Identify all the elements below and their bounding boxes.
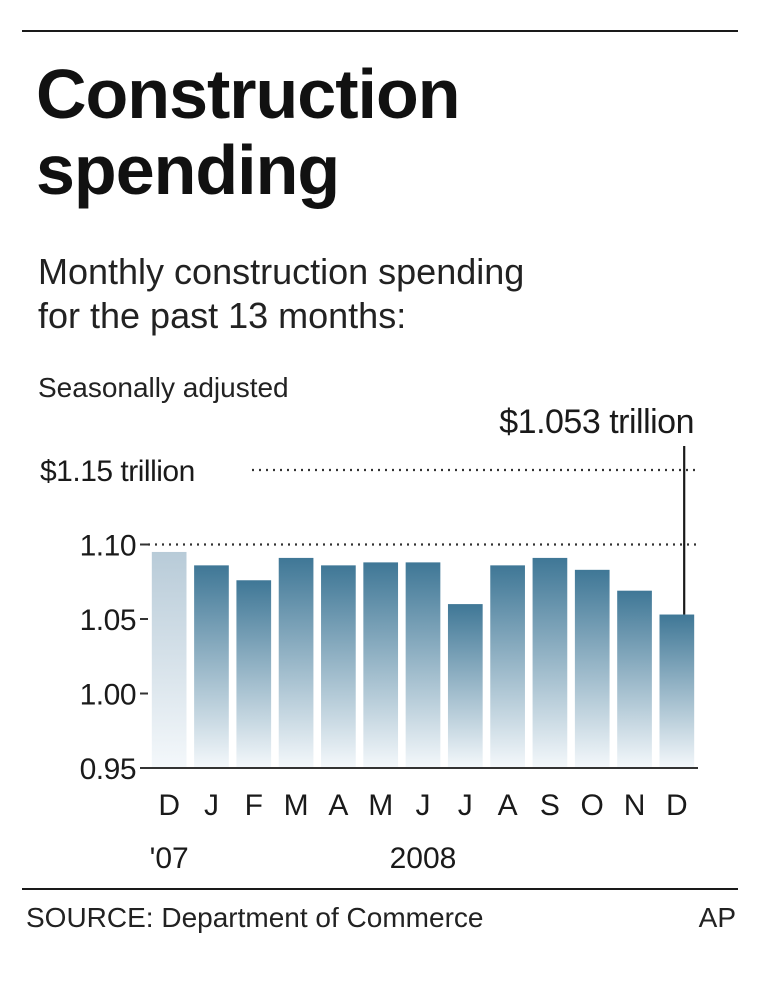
bar <box>236 580 272 768</box>
x-tick-label: A <box>498 789 518 822</box>
chart-subtitle: Monthly construction spending for the pa… <box>38 250 728 338</box>
bar <box>490 565 525 768</box>
top-rule <box>22 30 738 32</box>
bar <box>363 562 399 768</box>
bar <box>321 565 356 768</box>
bar <box>659 614 695 768</box>
bar <box>278 557 314 768</box>
bar <box>405 562 441 768</box>
x-tick-label: J <box>204 789 219 822</box>
source-note: SOURCE: Department of Commerce <box>26 902 484 933</box>
x-tick-label: N <box>624 789 646 822</box>
year-label: '07 <box>150 842 189 875</box>
y-tick-label: 1.00 <box>80 679 136 712</box>
credit-label: AP <box>698 902 736 933</box>
x-tick-label: S <box>540 789 560 822</box>
subtitle-line-2: for the past 13 months: <box>38 295 407 336</box>
bar <box>574 569 610 768</box>
y-tick-label: $1.15 trillion <box>40 455 195 488</box>
x-tick-label: D <box>666 789 688 822</box>
title-line-1: Construction <box>36 55 461 133</box>
title-line-2: spending <box>36 131 340 209</box>
chart-title: Construction spending <box>36 56 716 208</box>
annotation-label: $1.053 trillion <box>499 403 694 441</box>
x-tick-label: M <box>284 789 309 822</box>
x-tick-label: J <box>416 789 431 822</box>
x-tick-label: M <box>368 789 393 822</box>
x-tick-label: O <box>581 789 604 822</box>
bar <box>532 557 568 768</box>
x-tick-label: D <box>158 789 180 822</box>
bar <box>447 604 483 768</box>
x-tick-label: A <box>328 789 348 822</box>
bar <box>151 551 187 768</box>
subtitle-line-1: Monthly construction spending <box>38 251 525 292</box>
y-tick-label: 1.05 <box>80 604 136 637</box>
year-label: 2008 <box>390 842 457 875</box>
x-tick-label: J <box>458 789 473 822</box>
y-tick-label: 1.10 <box>80 530 136 563</box>
bar <box>194 565 229 768</box>
bar <box>617 590 652 768</box>
x-tick-label: F <box>245 789 263 822</box>
bottom-rule <box>22 888 738 890</box>
chart-note: Seasonally adjusted <box>38 372 289 403</box>
y-tick-label: 0.95 <box>80 753 136 786</box>
